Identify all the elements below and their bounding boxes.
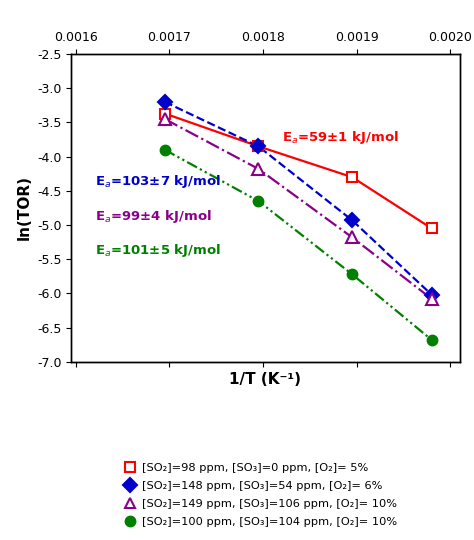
X-axis label: 1/T (K⁻¹): 1/T (K⁻¹) [229, 372, 301, 387]
Text: E$_{a}$=101±5 kJ/mol: E$_{a}$=101±5 kJ/mol [94, 242, 220, 259]
Legend: [SO₂]=98 ppm, [SO₃]=0 ppm, [O₂]= 5%, [SO₂]=148 ppm, [SO₃]=54 ppm, [O₂]= 6%, [SO₂: [SO₂]=98 ppm, [SO₃]=0 ppm, [O₂]= 5%, [SO… [120, 458, 401, 531]
Y-axis label: ln(TOR): ln(TOR) [16, 176, 31, 240]
Text: E$_{a}$=103±7 kJ/mol: E$_{a}$=103±7 kJ/mol [94, 173, 220, 191]
Text: E$_{a}$=59±1 kJ/mol: E$_{a}$=59±1 kJ/mol [282, 129, 399, 146]
Text: E$_{a}$=99±4 kJ/mol: E$_{a}$=99±4 kJ/mol [94, 207, 211, 225]
